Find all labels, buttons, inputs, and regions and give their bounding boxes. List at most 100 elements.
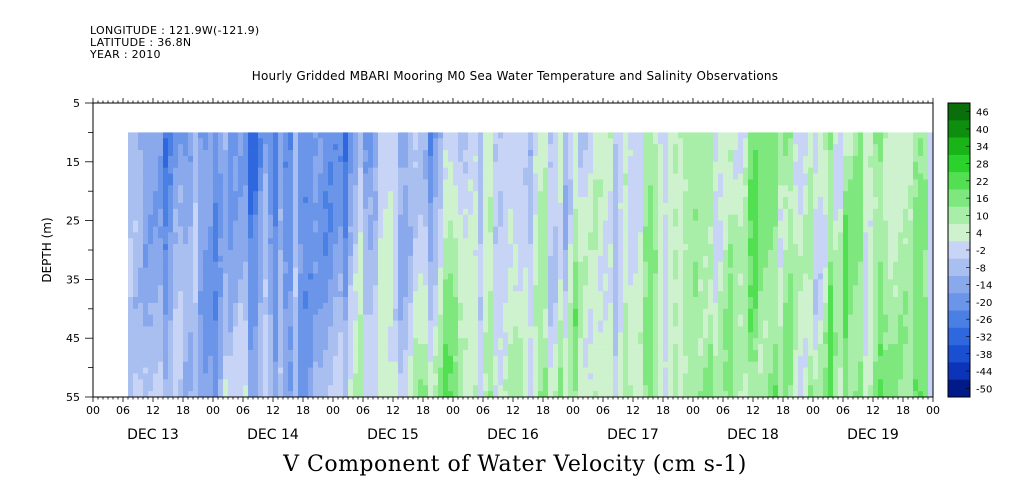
heatmap-cell xyxy=(533,332,539,339)
heatmap-cell xyxy=(418,173,424,180)
heatmap-cell xyxy=(158,267,164,274)
heatmap-cell xyxy=(513,391,519,398)
heatmap-cell xyxy=(388,197,394,204)
heatmap-cell xyxy=(533,297,539,304)
heatmap-cell xyxy=(378,344,384,351)
heatmap-cell xyxy=(283,308,289,316)
heatmap-cell xyxy=(663,344,669,351)
heatmap-cell xyxy=(248,208,254,216)
heatmap-cell xyxy=(598,279,604,286)
heatmap-cell xyxy=(223,326,229,333)
heatmap-cell xyxy=(223,255,229,263)
heatmap-cell xyxy=(598,361,604,368)
heatmap-cell xyxy=(378,179,384,186)
heatmap-cell xyxy=(143,179,149,186)
heatmap-cell xyxy=(253,267,259,274)
heatmap-cell xyxy=(318,361,324,368)
heatmap-cell xyxy=(343,132,349,139)
heatmap-cell xyxy=(153,244,159,251)
heatmap-cell xyxy=(523,320,529,327)
heatmap-cell xyxy=(318,220,324,227)
heatmap-cell xyxy=(268,261,274,269)
heatmap-cell xyxy=(593,173,599,180)
heatmap-cell xyxy=(538,349,544,357)
heatmap-cell xyxy=(673,314,679,321)
heatmap-cell xyxy=(608,279,614,286)
heatmap-cell xyxy=(623,208,629,216)
heatmap-cell xyxy=(648,285,654,292)
heatmap-cell xyxy=(318,291,324,298)
heatmap-cell xyxy=(498,238,504,245)
heatmap-cell xyxy=(208,214,214,221)
heatmap-cell xyxy=(433,326,439,333)
heatmap-cell xyxy=(153,273,159,280)
heatmap-cell xyxy=(228,367,234,374)
heatmap-cell xyxy=(303,238,309,245)
heatmap-cell xyxy=(363,173,369,180)
heatmap-cell xyxy=(188,373,194,380)
heatmap-cell xyxy=(283,373,289,380)
heatmap-cell xyxy=(363,202,369,210)
heatmap-cell xyxy=(233,285,239,292)
heatmap-cell xyxy=(233,155,239,163)
heatmap-cell xyxy=(263,208,269,216)
heatmap-cell xyxy=(603,185,609,192)
heatmap-cell xyxy=(218,320,224,327)
heatmap-cell xyxy=(273,161,279,169)
heatmap-cell xyxy=(458,367,464,374)
heatmap-cell xyxy=(458,349,464,357)
heatmap-cell xyxy=(203,379,209,386)
heatmap-cell xyxy=(448,391,454,398)
heatmap-cell xyxy=(308,291,314,298)
heatmap-cell xyxy=(158,279,164,286)
heatmap-cell xyxy=(138,261,144,269)
heatmap-cell xyxy=(468,385,474,392)
heatmap-cell xyxy=(313,349,319,357)
heatmap-cell xyxy=(363,197,369,204)
heatmap-cell xyxy=(138,255,144,263)
heatmap-cell xyxy=(668,291,674,298)
heatmap-cell xyxy=(188,344,194,351)
heatmap-cell xyxy=(593,144,599,151)
heatmap-cell xyxy=(528,361,534,368)
heatmap-cell xyxy=(388,202,394,210)
heatmap-cell xyxy=(253,238,259,245)
heatmap-cell xyxy=(358,314,364,321)
heatmap-cell xyxy=(313,355,319,363)
heatmap-cell xyxy=(388,191,394,198)
heatmap-cell xyxy=(488,232,494,239)
heatmap-cell xyxy=(293,338,299,345)
heatmap-cell xyxy=(658,373,664,380)
heatmap-cell xyxy=(558,285,564,292)
heatmap-cell xyxy=(238,197,244,204)
heatmap-cell xyxy=(188,379,194,386)
heatmap-cell xyxy=(563,391,569,398)
heatmap-cell xyxy=(223,273,229,280)
heatmap-cell xyxy=(243,338,249,345)
heatmap-cell xyxy=(258,138,264,145)
heatmap-cell xyxy=(513,185,519,192)
heatmap-cell xyxy=(473,308,479,316)
heatmap-cell xyxy=(173,349,179,357)
heatmap-cell xyxy=(148,385,154,392)
heatmap-cell xyxy=(633,132,639,139)
heatmap-cell xyxy=(393,302,399,310)
heatmap-cell xyxy=(493,214,499,221)
heatmap-cell xyxy=(368,232,374,239)
heatmap-cell xyxy=(563,267,569,274)
heatmap-cell xyxy=(548,297,554,304)
heatmap-cell xyxy=(223,167,229,174)
heatmap-cell xyxy=(548,250,554,257)
heatmap-cell xyxy=(518,220,524,227)
heatmap-cell xyxy=(163,208,169,216)
heatmap-cell xyxy=(153,279,159,286)
heatmap-cell xyxy=(218,208,224,216)
heatmap-cell xyxy=(133,197,139,204)
heatmap-cell xyxy=(248,326,254,333)
heatmap-cell xyxy=(133,320,139,327)
heatmap-cell xyxy=(473,208,479,216)
heatmap-cell xyxy=(218,314,224,321)
heatmap-cell xyxy=(283,291,289,298)
heatmap-cell xyxy=(258,202,264,210)
heatmap-cell xyxy=(228,150,234,157)
